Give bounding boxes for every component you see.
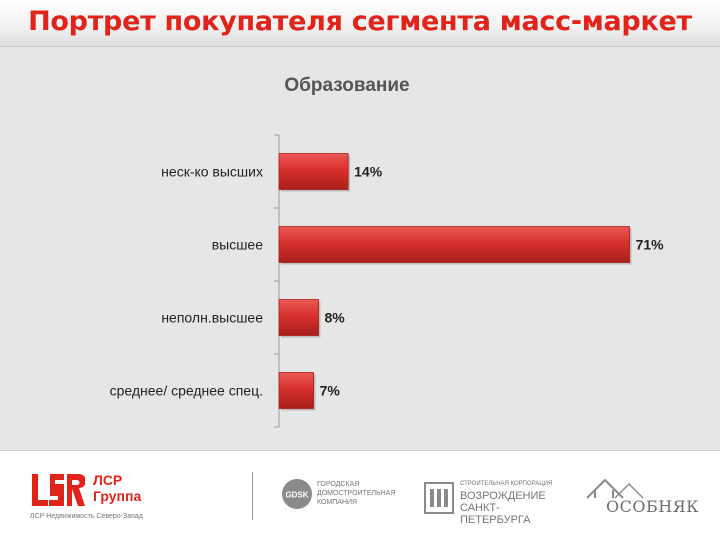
lsr-logo-icon <box>32 474 85 506</box>
page-title: Портрет покупателя сегмента масс-маркет <box>28 6 692 37</box>
lsr-name: ЛСР Группа <box>93 472 142 504</box>
category-label: высшее <box>212 237 264 253</box>
category-label: неск-ко высших <box>161 164 263 180</box>
bar <box>278 299 319 336</box>
value-label: 7% <box>320 383 341 399</box>
bar <box>278 226 630 263</box>
value-label: 71% <box>636 237 665 253</box>
bar-chart: Образование неск-ко высших 14%высшее 71%не… <box>110 75 665 428</box>
chart-bars: неск-ко высших 14% высшее 71% неполн.высшее 8… <box>110 153 665 411</box>
chart-axis <box>274 134 280 428</box>
lsr-subtitle: ЛСР Недвижимость Северо-Запад <box>30 513 143 520</box>
value-label: 14% <box>354 164 383 180</box>
category-label: среднее/ среднее спец. <box>110 383 263 399</box>
footer-divider <box>252 472 253 520</box>
chart-area: Образование неск-ко высших 14% высшее 71% не… <box>0 47 720 450</box>
gdsk-logo-icon: GDSK <box>282 479 312 509</box>
osobnyak-logo-icon <box>586 478 644 499</box>
bar <box>278 153 349 190</box>
osobnyak-name: ОСОБНЯК <box>606 497 699 516</box>
vsp-logo-icon <box>424 482 454 514</box>
chart-title: Образование <box>284 75 409 96</box>
vsp-subtitle: Строительная корпорация <box>460 481 553 487</box>
category-label: неполн.высшее <box>161 310 263 326</box>
title-bar: Портрет покупателя сегмента масс-маркет <box>0 0 720 47</box>
gdsk-abbr: GDSK <box>285 491 308 500</box>
gdsk-name: Городская домостроительная компания <box>317 481 396 506</box>
bar <box>278 372 314 409</box>
footer <box>0 450 720 541</box>
value-label: 8% <box>325 310 346 326</box>
vsp-name: Возрождение Санкт-Петербурга <box>460 490 546 526</box>
